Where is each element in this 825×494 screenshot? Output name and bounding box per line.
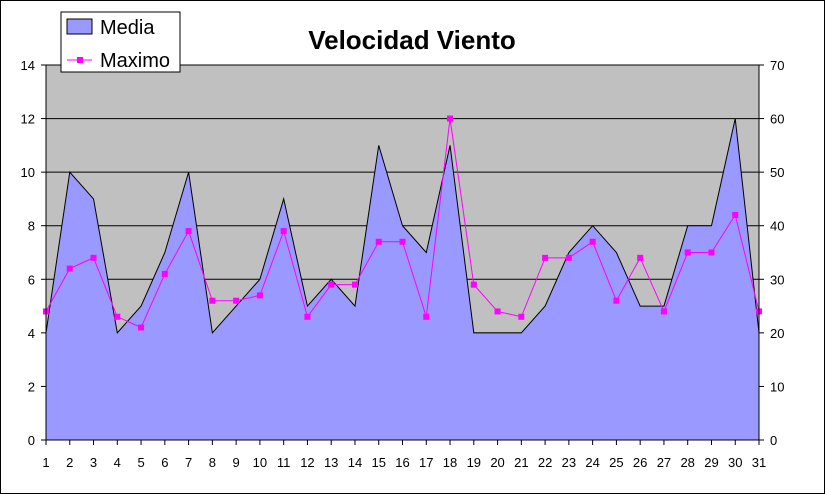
maximo-point: [565, 254, 572, 261]
y-left-tick-label: 8: [28, 219, 35, 234]
legend-maximo-marker: [77, 57, 83, 63]
maximo-point: [375, 238, 382, 245]
maximo-point: [161, 270, 168, 277]
y-left-tick-label: 0: [28, 433, 35, 448]
maximo-point: [423, 313, 430, 320]
y-right-tick-label: 10: [770, 379, 784, 394]
maximo-point: [589, 238, 596, 245]
maximo-point: [447, 115, 454, 122]
x-tick-label: 26: [633, 455, 647, 470]
maximo-point: [90, 254, 97, 261]
y-left-tick-label: 6: [28, 272, 35, 287]
y-left-tick-label: 12: [21, 112, 35, 127]
maximo-point: [708, 249, 715, 256]
maximo-point: [542, 254, 549, 261]
x-tick-label: 19: [467, 455, 481, 470]
y-right-tick-label: 20: [770, 326, 784, 341]
maximo-point: [684, 249, 691, 256]
x-tick-label: 12: [300, 455, 314, 470]
x-tick-label: 31: [752, 455, 766, 470]
x-tick-label: 14: [348, 455, 362, 470]
x-tick-label: 1: [42, 455, 49, 470]
x-tick-label: 6: [161, 455, 168, 470]
x-tick-label: 2: [66, 455, 73, 470]
x-tick-label: 7: [185, 455, 192, 470]
x-tick-label: 23: [562, 455, 576, 470]
x-tick-label: 28: [680, 455, 694, 470]
maximo-point: [351, 281, 358, 288]
y-right-tick-label: 0: [770, 433, 777, 448]
x-tick-label: 29: [704, 455, 718, 470]
maximo-point: [470, 281, 477, 288]
maximo-point: [209, 297, 216, 304]
maximo-point: [399, 238, 406, 245]
x-tick-label: 24: [585, 455, 599, 470]
legend: Media Maximo: [60, 11, 181, 73]
maximo-point: [185, 228, 192, 235]
x-tick-label: 25: [609, 455, 623, 470]
x-tick-label: 9: [233, 455, 240, 470]
x-tick-label: 5: [137, 455, 144, 470]
x-tick-label: 10: [253, 455, 267, 470]
x-tick-label: 20: [490, 455, 504, 470]
legend-media-label: Media: [100, 17, 155, 39]
x-tick-label: 15: [371, 455, 385, 470]
y-left-tick-label: 4: [28, 326, 35, 341]
maximo-point: [518, 313, 525, 320]
maximo-point: [233, 297, 240, 304]
x-tick-label: 16: [395, 455, 409, 470]
legend-media-swatch: [66, 18, 93, 35]
maximo-point: [280, 228, 287, 235]
x-tick-label: 21: [514, 455, 528, 470]
x-tick-label: 27: [657, 455, 671, 470]
y-right-tick-label: 40: [770, 219, 784, 234]
maximo-point: [613, 297, 620, 304]
x-tick-label: 18: [443, 455, 457, 470]
x-tick-label: 4: [114, 455, 121, 470]
y-right-tick-label: 30: [770, 272, 784, 287]
x-tick-label: 8: [209, 455, 216, 470]
maximo-point: [637, 254, 644, 261]
maximo-point: [304, 313, 311, 320]
maximo-point: [138, 324, 145, 331]
legend-maximo-label: Maximo: [100, 50, 170, 72]
y-left-tick-label: 10: [21, 165, 35, 180]
y-left-tick-label: 14: [21, 58, 35, 73]
maximo-point: [660, 308, 667, 315]
x-tick-label: 11: [277, 455, 291, 470]
x-tick-label: 22: [538, 455, 552, 470]
x-tick-label: 30: [728, 455, 742, 470]
x-tick-label: 3: [90, 455, 97, 470]
series-media-area: [45, 118, 760, 441]
y-right-tick-label: 50: [770, 165, 784, 180]
maximo-point: [114, 313, 121, 320]
y-right-tick-label: 70: [770, 58, 784, 73]
y-right-tick-label: 60: [770, 112, 784, 127]
x-tick-label: 17: [419, 455, 433, 470]
maximo-point: [66, 265, 73, 272]
maximo-point: [328, 281, 335, 288]
maximo-point: [494, 308, 501, 315]
y-left-tick-label: 2: [28, 379, 35, 394]
maximo-point: [732, 212, 739, 218]
maximo-point: [256, 292, 263, 299]
x-tick-label: 13: [324, 455, 338, 470]
chart-title: Velocidad Viento: [308, 25, 516, 55]
